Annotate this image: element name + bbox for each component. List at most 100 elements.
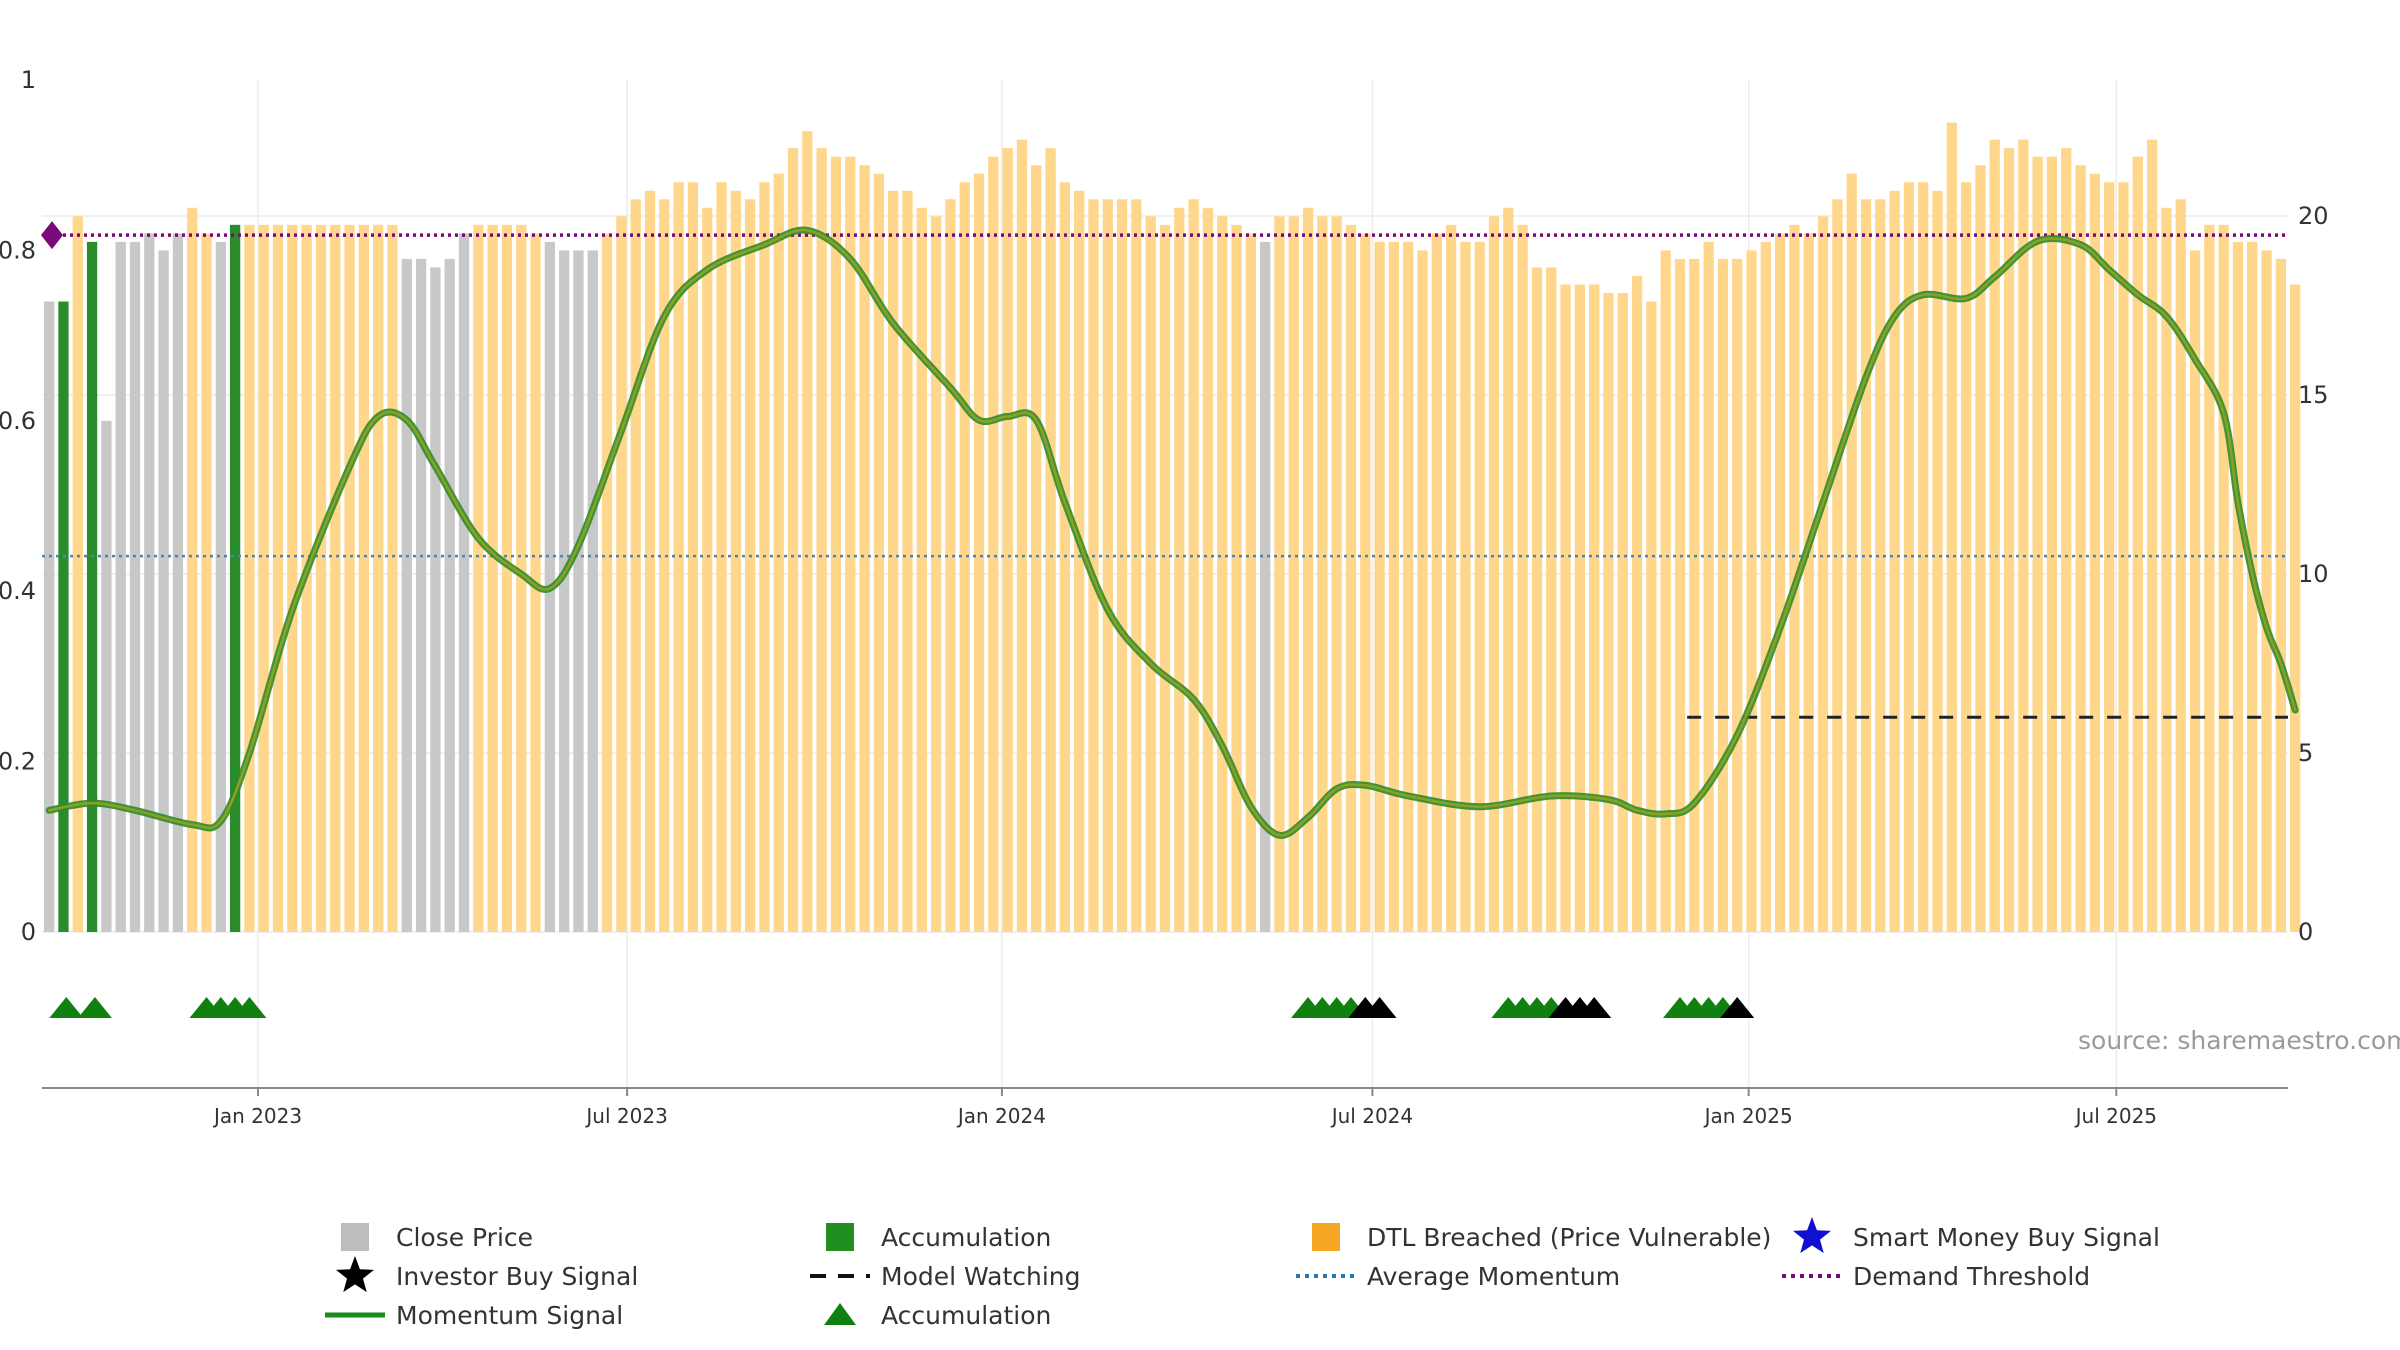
left-tick-label: 0.8 (0, 236, 36, 264)
dtl-breached-bar (2275, 258, 2286, 932)
dtl-breached-bar (702, 207, 713, 933)
dtl-breached-bar (1088, 199, 1099, 932)
dtl-breached-bar (516, 224, 527, 933)
accumulation-bar (58, 301, 69, 932)
legend: Close Price Accumulation DTL Breached (Pri… (325, 1217, 2160, 1330)
x-tick-label: Jan 2024 (956, 1104, 1046, 1128)
dtl-breached-bar (244, 224, 255, 933)
dtl-breached-bar (630, 199, 641, 932)
close-price-bar (172, 233, 184, 933)
dtl-breached-bar (1202, 207, 1214, 933)
legend-label-demand-threshold: Demand Threshold (1853, 1262, 2090, 1291)
dtl-breached-bar (1774, 233, 1786, 933)
dtl-breached-bar (2204, 224, 2215, 933)
dtl-breached-bar (187, 207, 198, 933)
left-axis: 0 0.2 0.4 0.6 0.8 1 (0, 66, 36, 946)
dtl-breached-bar (1603, 293, 1614, 932)
dtl-breached-bar (1417, 250, 1428, 932)
dtl-breached-bar (373, 224, 384, 933)
legend-label-close-price: Close Price (396, 1223, 533, 1252)
x-tick-label: Jul 2023 (584, 1104, 667, 1128)
dtl-breached-bar (1031, 165, 1042, 932)
dtl-breached-bar (873, 173, 885, 933)
dtl-breached-bar (2175, 199, 2186, 932)
legend-label-accumulation: Accumulation (881, 1223, 1051, 1252)
dtl-breached-bar (1016, 139, 1028, 932)
dtl-breached-bar (1116, 199, 1128, 932)
close-price-bar (129, 241, 141, 932)
dtl-breached-bar (1660, 250, 1671, 932)
legend-swatch-accumulation (826, 1223, 854, 1251)
dtl-breached-bar (687, 182, 699, 933)
legend-star-smart-money-buy-signal (1792, 1217, 1832, 1254)
left-tick-label: 0.4 (0, 577, 36, 605)
close-price-bar (115, 241, 126, 932)
x-tick-label: Jul 2024 (1330, 1104, 1413, 1128)
x-tick-label: Jan 2025 (1703, 1104, 1793, 1128)
dtl-breached-bar (1159, 224, 1171, 933)
dtl-breached-bar (945, 199, 956, 932)
dtl-breached-bar (616, 216, 627, 932)
right-tick-label: 10 (2298, 560, 2329, 588)
dtl-breached-bar (287, 224, 298, 933)
accumulation-triangle (232, 997, 267, 1018)
dtl-breached-bar (1145, 216, 1156, 932)
dtl-breached-bar (973, 173, 985, 933)
legend-label-smart-money-buy-signal: Smart Money Buy Signal (1853, 1223, 2160, 1252)
close-price-bar (430, 267, 441, 932)
signal-panel (49, 997, 1755, 1018)
dtl-breached-bar (1631, 275, 1643, 933)
dtl-breached-bar (1989, 139, 2000, 932)
dtl-breached-bar (2161, 207, 2172, 933)
dtl-breached-bar (787, 148, 799, 932)
dtl-breached-bar (2018, 139, 2029, 932)
legend-label-momentum-signal: Momentum Signal (396, 1301, 623, 1330)
dtl-breached-bar (1002, 148, 1013, 932)
dtl-breached-bar (1732, 258, 1743, 932)
dtl-breached-bar (1975, 165, 1986, 932)
dtl-breached-bar (487, 224, 498, 933)
legend-swatch-close-price (341, 1223, 369, 1251)
dtl-breached-bar (1674, 258, 1686, 932)
close-price-bar (158, 250, 169, 932)
dtl-breached-bar (1317, 216, 1328, 932)
bars (44, 122, 2301, 933)
dtl-breached-bar (1302, 207, 1314, 933)
dtl-breached-bar (473, 224, 484, 933)
dtl-breached-bar (2046, 156, 2058, 932)
dtl-breached-bar (1646, 301, 1657, 932)
close-price-bar (415, 258, 427, 932)
right-tick-label: 15 (2298, 381, 2329, 409)
reference-lines (41, 221, 2288, 719)
dtl-breached-bar (501, 224, 513, 933)
dtl-breached-bar (1460, 241, 1471, 932)
close-price-bar (444, 258, 455, 932)
dtl-breached-bar (1102, 199, 1113, 932)
dtl-breached-bar (959, 182, 970, 933)
x-tick-label: Jul 2025 (2074, 1104, 2157, 1128)
dtl-breached-bar (1960, 182, 1972, 933)
dtl-breached-bar (1517, 224, 1528, 933)
right-tick-label: 20 (2298, 202, 2329, 230)
legend-label-investor-buy-signal: Investor Buy Signal (396, 1262, 638, 1291)
dtl-breached-bar (659, 199, 670, 932)
legend-label-dtl-breached-price-vulnerable: DTL Breached (Price Vulnerable) (1367, 1223, 1771, 1252)
dtl-breached-bar (201, 233, 212, 933)
investor-signal-triangle (1362, 997, 1397, 1018)
dtl-breached-bar (1717, 258, 1729, 932)
momentum-signal-line (45, 226, 2299, 839)
dtl-breached-bar (1174, 207, 1185, 933)
x-tick-label: Jan 2023 (212, 1104, 302, 1128)
dtl-breached-bar (1574, 284, 1586, 933)
dtl-breached-bar (272, 224, 284, 933)
dtl-breached-bar (1689, 258, 1700, 932)
left-tick-label: 0.6 (0, 407, 36, 435)
left-tick-label: 0 (21, 918, 36, 946)
dtl-breached-bar (344, 224, 355, 933)
dtl-breached-bar (845, 156, 856, 932)
dtl-breached-bar (1846, 173, 1857, 933)
dtl-breached-bar (1374, 241, 1385, 932)
dtl-breached-bar (358, 224, 370, 933)
dtl-breached-bar (258, 224, 269, 933)
